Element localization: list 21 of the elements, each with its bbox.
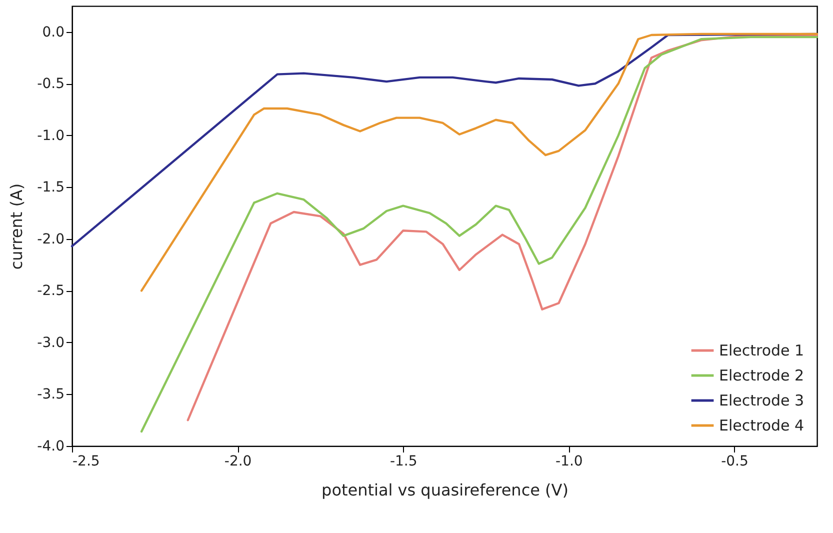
y-tick-label: -2.0 [37, 231, 64, 248]
y-tick-label: -1.5 [37, 180, 64, 196]
x-tick-label: -1.5 [390, 454, 418, 470]
x-tick-label: -1.0 [556, 454, 583, 470]
y-tick-label: -2.5 [37, 283, 64, 300]
x-tick-label: -2.5 [72, 454, 100, 470]
y-tick-label: -0.5 [37, 76, 64, 92]
y-tick-label: 0.0 [42, 24, 64, 40]
legend-label: Electrode 1 [719, 342, 804, 360]
x-axis-title: potential vs quasireference (V) [322, 480, 568, 500]
y-tick-label: -3.5 [37, 386, 64, 403]
y-tick-label: -3.0 [37, 334, 64, 351]
legend-label: Electrode 2 [719, 366, 804, 384]
x-tick-label: -2.0 [224, 454, 252, 470]
x-tick-label: -0.5 [721, 454, 748, 470]
y-tick-label: -4.0 [37, 438, 64, 454]
legend-label: Electrode 4 [719, 416, 804, 434]
line-series [140, 32, 818, 292]
y-axis-title: current (A) [7, 183, 26, 270]
y-tick-label: -1.0 [37, 128, 64, 144]
legend-label: Electrode 3 [719, 392, 804, 410]
